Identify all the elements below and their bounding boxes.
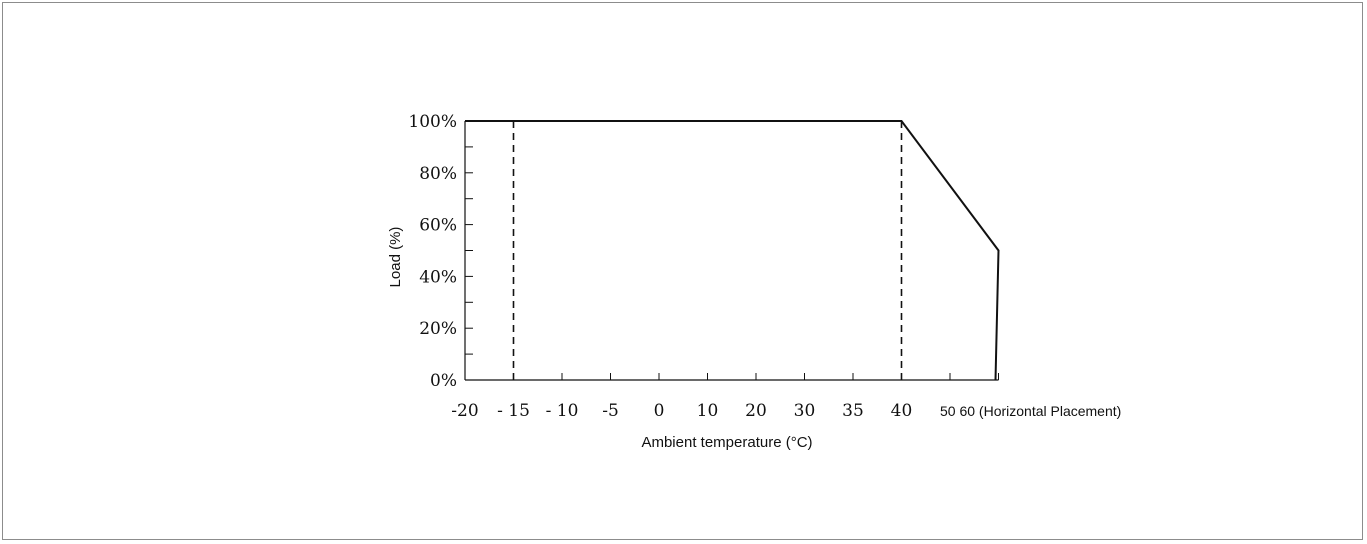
axes (464, 121, 999, 381)
x-axis-label: Ambient temperature (°C) (641, 434, 812, 451)
x-tick-label: 40 (891, 401, 913, 421)
x-ticks: -20 - 15 - 10 -5 0 10 20 30 35 40 (451, 373, 999, 421)
x-tick-label: -20 (451, 401, 478, 421)
load-series-line (465, 120, 1000, 381)
x-tick-label: -5 (602, 401, 619, 421)
y-tick-label: 60% (419, 216, 457, 236)
y-tick-label: 40% (419, 267, 457, 287)
x-tick-label: - 10 (546, 401, 579, 421)
x-tick-label: 35 (842, 401, 864, 421)
y-axis-label: Load (%) (387, 227, 404, 288)
y-tick-label: 80% (419, 164, 457, 184)
x-tick-label: - 15 (497, 401, 530, 421)
y-tick-label: 0% (430, 371, 457, 391)
x-tick-label: 10 (697, 401, 719, 421)
load-curve (465, 120, 1000, 381)
x-tick-label: 30 (794, 401, 816, 421)
y-tick-label: 20% (419, 319, 457, 339)
y-tick-label: 100% (408, 112, 457, 132)
x-tail-label: 50 60 (Horizontal Placement) (940, 403, 1121, 419)
reference-lines (512, 121, 903, 380)
x-tick-label: 20 (745, 401, 767, 421)
y-ticks: 0% 20% 40% 60% 80% 100% (408, 112, 473, 391)
x-tick-label: 0 (654, 401, 665, 421)
